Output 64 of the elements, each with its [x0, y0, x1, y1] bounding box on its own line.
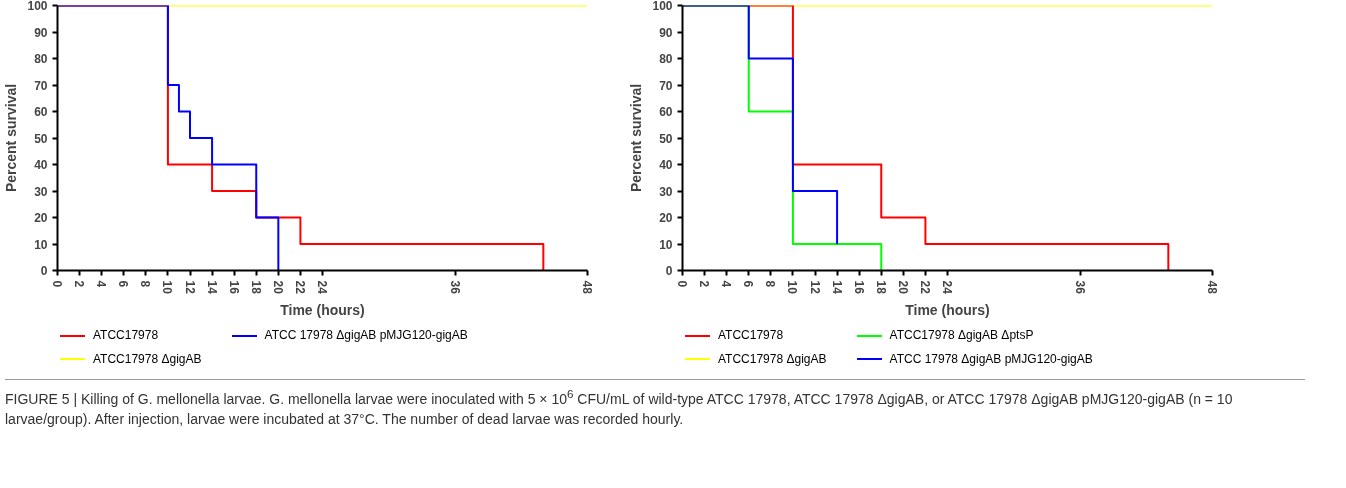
x-tick-label: 14 [829, 280, 844, 295]
x-tick-label: 10 [160, 280, 175, 295]
y-tick-label: 40 [659, 158, 673, 172]
x-tick-label: 36 [447, 280, 462, 295]
x-tick-label: 22 [917, 280, 932, 295]
y-tick-label: 100 [27, 0, 48, 13]
y-tick-label: 60 [34, 105, 48, 119]
x-tick-label: 16 [851, 280, 866, 295]
x-tick-label: 24 [940, 280, 954, 295]
legend-label: ATCC 17978 ΔgigAB pMJG120-gigAB [264, 327, 468, 345]
x-tick-label: 0 [50, 280, 64, 288]
y-tick-label: 80 [659, 52, 673, 66]
x-tick-label: 12 [182, 280, 197, 295]
x-tick-label: 0 [675, 280, 689, 288]
x-tick-label: 4 [719, 280, 734, 288]
y-tick-label: 20 [659, 211, 673, 225]
y-tick-label: 20 [34, 211, 48, 225]
legend-label: ATCC17978 ΔgigAB ΔptsP [889, 327, 1034, 345]
x-tick-label: 24 [315, 280, 329, 295]
x-tick-label: 12 [807, 280, 822, 295]
x-tick-label: 8 [138, 280, 153, 288]
y-tick-label: 30 [34, 184, 48, 199]
y-tick-label: 50 [34, 131, 48, 146]
x-tick-label: 2 [697, 280, 712, 288]
x-tick-label: 16 [226, 280, 241, 295]
x-tick-label: 10 [785, 280, 800, 295]
y-tick-label: 70 [659, 78, 673, 93]
x-tick-label: 14 [204, 280, 219, 295]
y-tick-label: 80 [34, 52, 48, 66]
y-tick-label: 90 [659, 25, 673, 40]
x-tick-label: 18 [248, 280, 263, 295]
y-tick-label: 60 [659, 105, 673, 119]
legend-label: ATCC17978 ΔgigAB [93, 350, 202, 368]
x-axis-title: Time (hours) [280, 301, 365, 318]
legend-label: ATCC17978 [93, 327, 159, 345]
x-tick-label: 22 [292, 280, 307, 295]
legend-label: ATCC 17978 ΔgigAB pMJG120-gigAB [889, 350, 1093, 368]
x-tick-label: 4 [94, 280, 109, 288]
x-tick-label: 2 [72, 280, 87, 288]
x-tick-label: 20 [270, 280, 285, 295]
x-tick-label: 20 [895, 280, 910, 295]
x-axis-title: Time (hours) [905, 301, 990, 318]
y-tick-label: 50 [659, 131, 673, 146]
legend-label: ATCC17978 [718, 327, 784, 345]
x-tick-label: 36 [1072, 280, 1087, 295]
x-tick-label: 6 [116, 280, 131, 288]
y-tick-label: 40 [34, 158, 48, 172]
legend-label: ATCC17978 ΔgigAB [718, 350, 827, 368]
y-tick-label: 90 [34, 25, 48, 40]
y-tick-label: 70 [34, 78, 48, 93]
x-tick-label: 18 [873, 280, 888, 295]
x-tick-label: 8 [763, 280, 778, 288]
y-tick-label: 0 [665, 264, 673, 278]
y-axis-title: Percent survival [628, 83, 645, 193]
caption: FIGURE 5 | Killing of G. mellonella larvae. G. mellonella larvae were inoculated with 5 × 10$^{6}$ CFU/mL of wild-type ATCC 17978, ATCC 17978 ΔgigAB, or ATCC 17978 ΔgigAB pMJG120-gigAB (n = 10 larvae/group). After injection, larvae were incubated at 37°C. The number of dead larvae was recorded hourly. [5, 386, 1234, 429]
x-tick-label: 48 [580, 280, 594, 295]
y-tick-label: 30 [659, 184, 673, 199]
y-tick-label: 10 [34, 237, 48, 252]
x-tick-label: 48 [1205, 280, 1219, 295]
y-tick-label: 10 [659, 237, 673, 252]
x-tick-label: 6 [741, 280, 756, 288]
y-axis-title: Percent survival [3, 83, 20, 193]
y-tick-label: 100 [652, 0, 673, 13]
y-tick-label: 0 [40, 264, 48, 278]
